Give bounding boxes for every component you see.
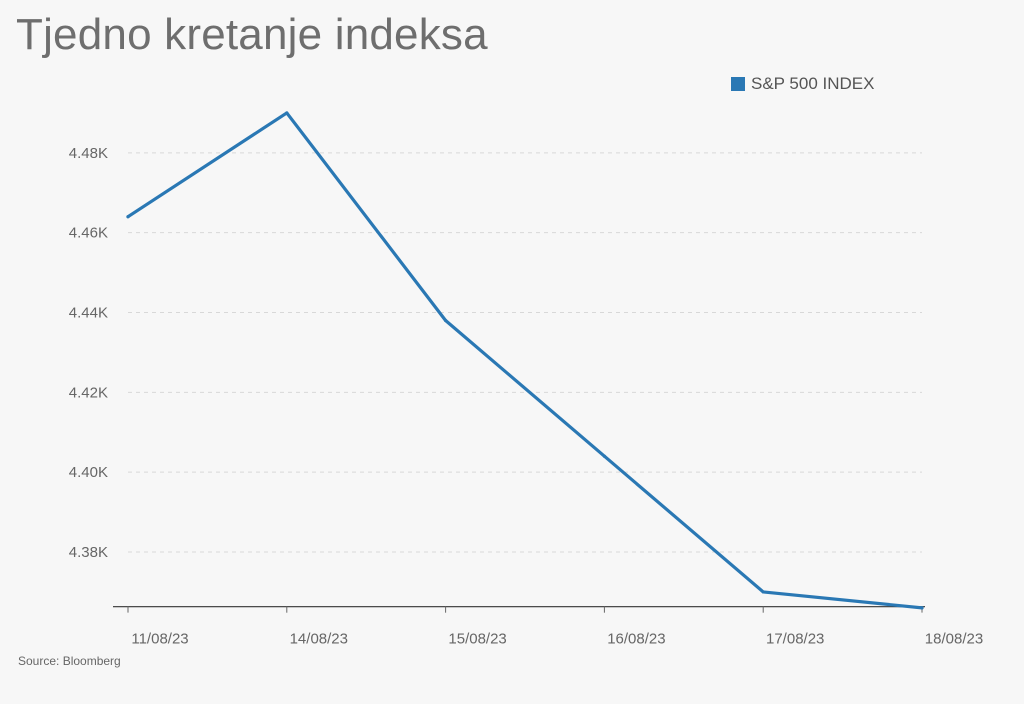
y-tick-label: 4.46K xyxy=(69,225,108,242)
chart-title: Tjedno kretanje indeksa xyxy=(16,10,488,59)
y-tick-label: 4.40K xyxy=(69,464,108,481)
legend-label: S&P 500 INDEX xyxy=(751,74,875,93)
y-tick-label: 4.48K xyxy=(69,145,108,162)
x-tick-label: 17/08/23 xyxy=(766,631,824,648)
x-tick-label: 18/08/23 xyxy=(925,631,983,648)
y-tick-label: 4.44K xyxy=(69,305,108,322)
y-tick-labels: 4.38K 4.40K 4.42K 4.44K 4.46K 4.48K xyxy=(69,145,108,561)
data-point xyxy=(285,111,289,115)
x-tick-label: 11/08/23 xyxy=(131,631,188,648)
x-tick-label: 15/08/23 xyxy=(448,631,506,648)
legend-swatch xyxy=(731,77,745,91)
x-axis xyxy=(113,606,925,613)
data-point xyxy=(126,215,130,219)
x-tick-label: 14/08/23 xyxy=(290,631,348,648)
data-point xyxy=(444,318,448,323)
data-point xyxy=(602,454,607,458)
x-tick-label: 16/08/23 xyxy=(607,631,665,648)
series-line xyxy=(126,111,924,610)
data-point xyxy=(920,606,924,610)
series-lines xyxy=(126,111,924,610)
source-note: Source: Bloomberg xyxy=(18,654,121,668)
y-tick-label: 4.38K xyxy=(69,544,108,561)
legend: S&P 500 INDEX xyxy=(731,74,874,94)
x-tick-labels: 11/08/23 14/08/23 15/08/23 16/08/23 17/08/23… xyxy=(131,631,983,648)
grid-lines xyxy=(128,152,922,553)
data-point xyxy=(761,590,765,594)
y-tick-label: 4.42K xyxy=(69,384,108,401)
